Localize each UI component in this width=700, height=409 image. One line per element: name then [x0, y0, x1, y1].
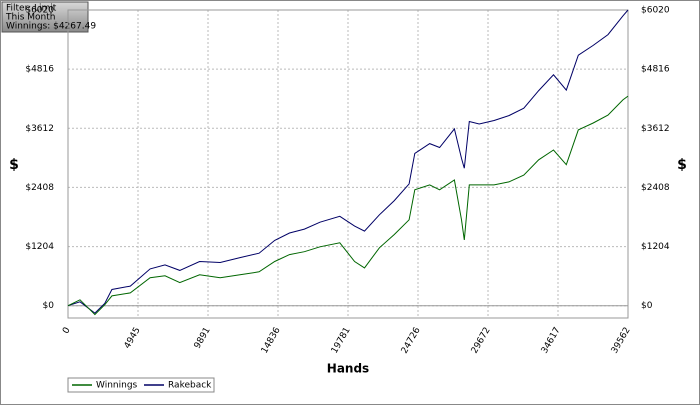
info-line: Filter: Limit — [6, 4, 57, 14]
y-tick-label: $4816 — [25, 65, 54, 75]
x-axis-label: Hands — [327, 362, 369, 376]
y-tick-label: $0 — [43, 301, 55, 311]
legend-label: Rakeback — [168, 381, 212, 391]
y-tick-label: $6020 — [25, 6, 54, 16]
y2-tick-label: $1204 — [641, 242, 670, 252]
y2-axis-label: $ — [677, 157, 687, 173]
y2-tick-label: $6020 — [641, 6, 670, 16]
y-tick-label: $3612 — [25, 124, 54, 134]
legend — [67, 377, 215, 393]
y2-tick-label: $3612 — [641, 124, 670, 134]
y-tick-label: $1204 — [25, 242, 54, 252]
y-tick-label: $2408 — [25, 183, 54, 193]
x-tick-label: 0 — [61, 326, 73, 336]
y2-tick-label: $2408 — [641, 183, 670, 193]
info-line: This Month — [5, 13, 55, 23]
y2-tick-label: $0 — [641, 301, 653, 311]
legend-label: Winnings — [96, 381, 138, 391]
y-axis-label: $ — [9, 157, 19, 173]
plot-area — [67, 9, 629, 319]
info-box — [1, 1, 89, 33]
y2-tick-label: $4816 — [641, 65, 670, 75]
series-line — [67, 95, 629, 316]
series-line — [67, 9, 629, 314]
info-line: Winnings: $4267.49 — [6, 22, 96, 32]
